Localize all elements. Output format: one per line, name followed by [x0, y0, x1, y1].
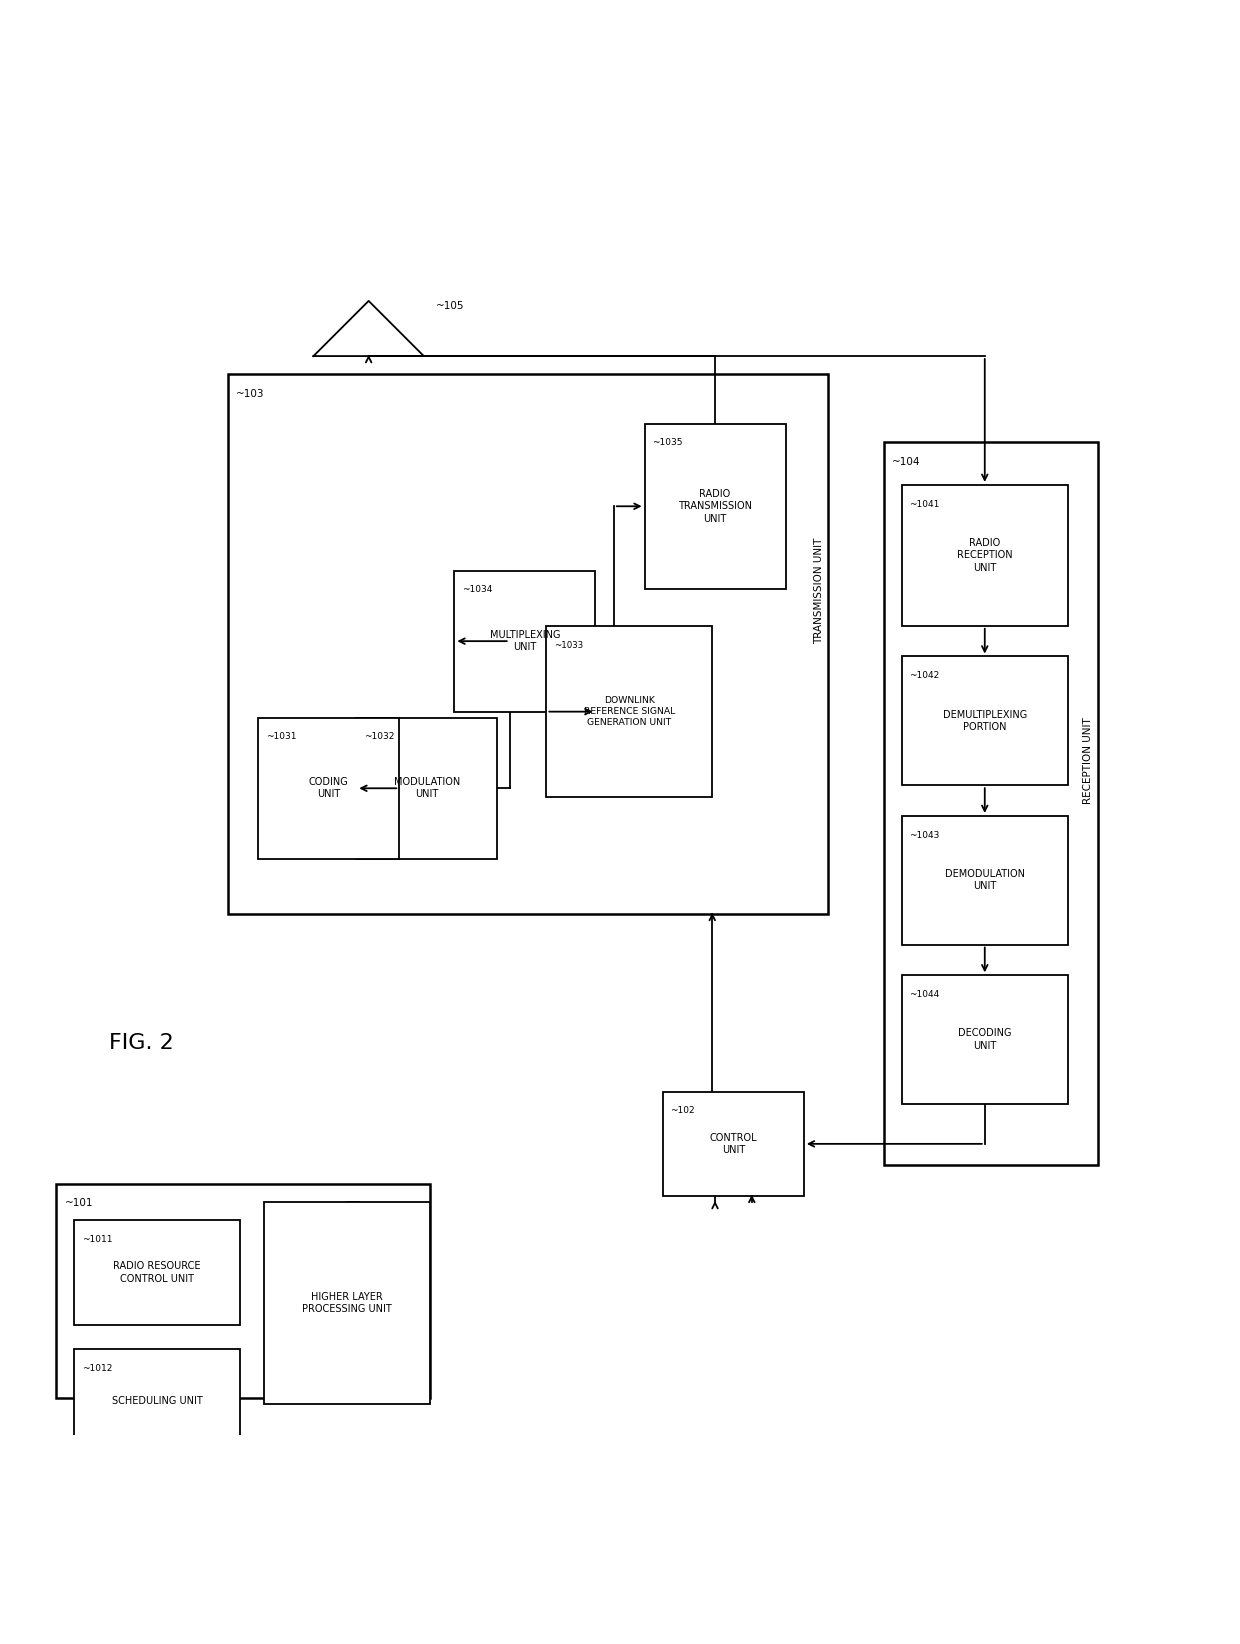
Text: ~102: ~102	[671, 1106, 694, 1116]
Bar	[455, 570, 595, 712]
Text: ~1043: ~1043	[909, 830, 940, 840]
Text: FIG. 2: FIG. 2	[109, 1032, 174, 1052]
Text: ~1032: ~1032	[363, 733, 394, 741]
Bar	[884, 442, 1099, 1166]
Bar	[645, 424, 785, 589]
Text: RADIO RESOURCE
CONTROL UNIT: RADIO RESOURCE CONTROL UNIT	[113, 1261, 201, 1284]
Bar	[258, 718, 399, 858]
Text: ~1044: ~1044	[909, 990, 940, 1000]
Bar	[901, 975, 1068, 1105]
Text: ~1034: ~1034	[461, 585, 492, 595]
Bar	[56, 1184, 430, 1399]
Text: ~101: ~101	[64, 1198, 93, 1208]
Text: ~1042: ~1042	[909, 671, 940, 681]
Text: ~104: ~104	[893, 457, 920, 467]
Text: MODULATION
UNIT: MODULATION UNIT	[394, 778, 460, 799]
Bar	[901, 815, 1068, 945]
Text: ~103: ~103	[237, 390, 264, 399]
Text: TRANSMISSION UNIT: TRANSMISSION UNIT	[813, 538, 823, 644]
Bar	[264, 1202, 430, 1404]
Text: ~1011: ~1011	[82, 1235, 113, 1245]
Text: DEMULTIPLEXING
PORTION: DEMULTIPLEXING PORTION	[942, 710, 1027, 732]
Text: ~1033: ~1033	[554, 641, 583, 649]
Text: CONTROL
UNIT: CONTROL UNIT	[709, 1133, 758, 1156]
Text: DEMODULATION
UNIT: DEMODULATION UNIT	[945, 870, 1024, 891]
Bar	[547, 626, 712, 797]
Text: ~1041: ~1041	[909, 500, 940, 508]
Bar	[74, 1220, 239, 1325]
Bar	[901, 485, 1068, 626]
Bar	[74, 1350, 239, 1453]
Bar	[228, 375, 828, 914]
Text: ~1012: ~1012	[82, 1365, 112, 1373]
Text: SCHEDULING UNIT: SCHEDULING UNIT	[112, 1396, 202, 1406]
Text: RADIO
RECEPTION
UNIT: RADIO RECEPTION UNIT	[957, 538, 1013, 572]
Text: ~105: ~105	[436, 301, 465, 311]
Text: MULTIPLEXING
UNIT: MULTIPLEXING UNIT	[490, 630, 560, 653]
Text: RADIO
TRANSMISSION
UNIT: RADIO TRANSMISSION UNIT	[678, 488, 751, 524]
Bar	[663, 1092, 804, 1195]
Text: RECEPTION UNIT: RECEPTION UNIT	[1084, 717, 1094, 804]
Text: ~1035: ~1035	[652, 439, 682, 447]
Text: DECODING
UNIT: DECODING UNIT	[959, 1029, 1012, 1051]
Text: HIGHER LAYER
PROCESSING UNIT: HIGHER LAYER PROCESSING UNIT	[303, 1292, 392, 1315]
Bar	[901, 656, 1068, 786]
Text: CODING
UNIT: CODING UNIT	[309, 778, 348, 799]
Text: DOWNLINK
REFERENCE SIGNAL
GENERATION UNIT: DOWNLINK REFERENCE SIGNAL GENERATION UNI…	[584, 695, 675, 727]
Text: ~1031: ~1031	[265, 733, 296, 741]
Bar	[356, 718, 497, 858]
